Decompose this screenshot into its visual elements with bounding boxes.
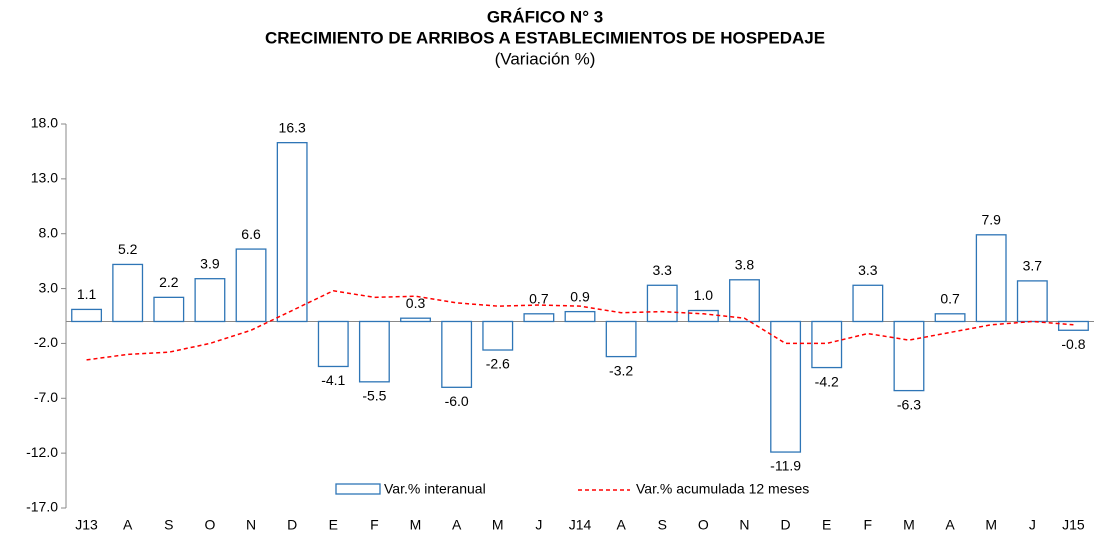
- bar: [729, 279, 760, 323]
- chart-title: GRÁFICO N° 3: [487, 7, 603, 26]
- x-tick-label: A: [616, 517, 626, 533]
- x-tick-label: M: [410, 517, 422, 533]
- value-label: 1.1: [77, 286, 97, 302]
- value-label: 0.7: [940, 291, 960, 307]
- bar: [1057, 320, 1089, 331]
- value-label: 3.3: [653, 262, 673, 278]
- value-label: -3.2: [609, 362, 633, 378]
- x-tick-label: J14: [569, 517, 592, 533]
- bar: [811, 320, 843, 369]
- x-tick-label: S: [164, 517, 173, 533]
- bar: [646, 284, 678, 323]
- x-tick-label: M: [492, 517, 504, 533]
- bar: [605, 320, 637, 358]
- bar: [975, 234, 1007, 323]
- x-tick-label: J13: [75, 517, 98, 533]
- bar: [400, 317, 431, 323]
- value-label: 7.9: [981, 212, 1001, 228]
- x-tick-label: J: [1029, 517, 1036, 533]
- bar: [523, 313, 555, 323]
- value-label: -11.9: [770, 458, 801, 474]
- x-tick-label: D: [287, 517, 297, 533]
- bar: [153, 296, 185, 323]
- bar: [441, 320, 473, 388]
- value-label: 3.3: [858, 262, 878, 278]
- legend-label: Var.% interanual: [384, 481, 486, 497]
- y-tick-label: 3.0: [39, 279, 59, 295]
- bar: [934, 313, 966, 323]
- bar: [687, 309, 719, 323]
- value-label: 0.3: [406, 295, 426, 311]
- x-tick-label: O: [204, 517, 215, 533]
- x-tick-label: M: [903, 517, 915, 533]
- bar: [770, 320, 802, 453]
- value-label: 5.2: [118, 241, 138, 257]
- bar: [893, 320, 925, 392]
- x-tick-label: M: [985, 517, 997, 533]
- x-tick-label: D: [781, 517, 791, 533]
- y-tick-label: -17.0: [26, 499, 58, 515]
- value-label: -0.8: [1061, 336, 1085, 352]
- value-label: 6.6: [241, 226, 261, 242]
- x-tick-label: F: [864, 517, 873, 533]
- x-tick-label: F: [370, 517, 379, 533]
- line: [86, 289, 1074, 361]
- chart-subtitle: CRECIMIENTO DE ARRIBOS A ESTABLECIMIENTO…: [265, 28, 825, 47]
- value-label: -4.2: [815, 373, 839, 389]
- x-tick-label: S: [658, 517, 667, 533]
- value-label: -4.1: [321, 372, 345, 388]
- y-tick-label: -2.0: [34, 334, 58, 350]
- bar: [235, 248, 267, 323]
- value-label: 3.7: [1023, 258, 1043, 274]
- bar: [564, 310, 596, 323]
- bar: [852, 284, 884, 323]
- bar: [71, 308, 103, 323]
- bar: [112, 263, 144, 323]
- value-label: 0.9: [570, 288, 590, 304]
- value-label: -6.3: [897, 396, 921, 412]
- value-label: -5.5: [362, 388, 386, 404]
- y-tick-label: 8.0: [39, 224, 59, 240]
- value-label: 2.2: [159, 274, 179, 290]
- value-label: 3.8: [735, 256, 755, 272]
- unit-note: (Variación %): [495, 49, 596, 68]
- x-tick-label: J15: [1062, 517, 1085, 533]
- value-label: 3.9: [200, 255, 220, 271]
- y-tick-label: 18.0: [31, 115, 58, 131]
- x-tick-label: E: [329, 517, 338, 533]
- x-tick-label: N: [246, 517, 256, 533]
- value-label: 16.3: [279, 119, 306, 135]
- value-label: 0.7: [529, 291, 549, 307]
- x-tick-label: A: [945, 517, 955, 533]
- bar: [1016, 280, 1048, 323]
- value-label: 1.0: [694, 287, 714, 303]
- x-tick-label: N: [739, 517, 749, 533]
- bar: [317, 320, 349, 368]
- legend-label: Var.% acumulada 12 meses: [636, 481, 809, 497]
- x-tick-label: A: [452, 517, 462, 533]
- bar: [276, 142, 308, 323]
- y-tick-label: 13.0: [31, 170, 58, 186]
- x-tick-label: J: [535, 517, 542, 533]
- legend-swatch: [335, 483, 381, 495]
- value-label: -2.6: [486, 356, 510, 372]
- bar: [482, 320, 514, 351]
- bar: [358, 320, 390, 383]
- y-tick-label: -7.0: [34, 389, 58, 405]
- bar: [194, 278, 226, 323]
- x-tick-label: A: [123, 517, 133, 533]
- value-label: -6.0: [445, 393, 469, 409]
- x-tick-label: O: [698, 517, 709, 533]
- x-tick-label: E: [822, 517, 831, 533]
- y-tick-label: -12.0: [26, 444, 58, 460]
